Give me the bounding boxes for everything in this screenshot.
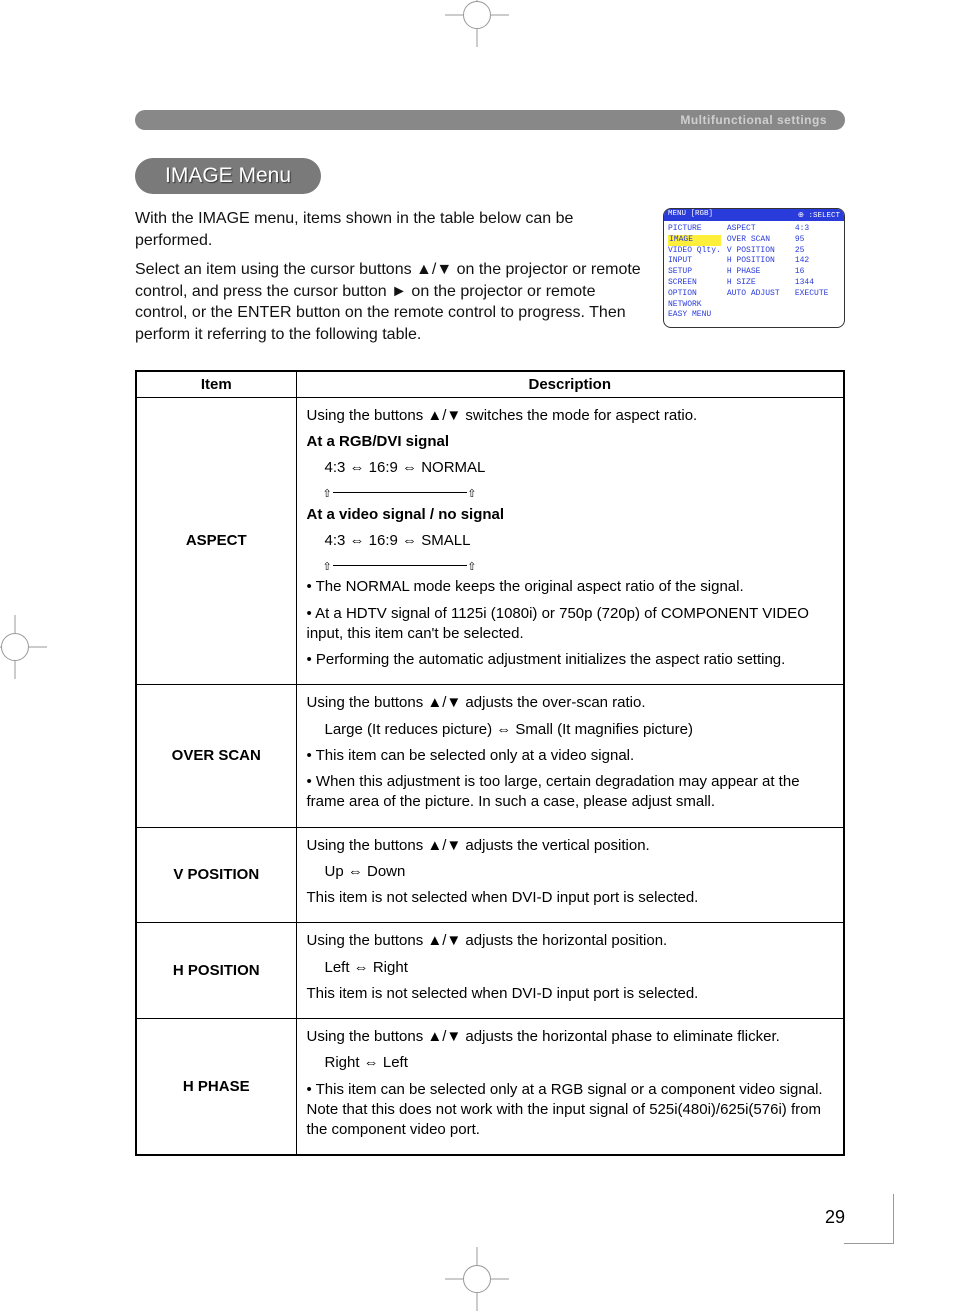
osd-right-row: AUTO ADJUSTEXECUTE	[727, 289, 829, 300]
desc-line: Large (It reduces picture) ⇔ Small (It m…	[307, 720, 834, 740]
desc-cell: Using the buttons ▲/▼ adjusts the over-s…	[296, 685, 844, 827]
desc-line: 4:3 ⇔ 16:9 ⇔ SMALL	[307, 531, 834, 551]
crop-corner	[844, 1194, 894, 1244]
osd-left-item: EASY MENU	[668, 310, 721, 321]
osd-right-value: EXECUTE	[795, 289, 829, 300]
intro-p1: With the IMAGE menu, items shown in the …	[135, 208, 647, 251]
crop-mark-top	[457, 0, 497, 35]
th-desc: Description	[296, 371, 844, 398]
desc-line: • This item can be selected only at a RG…	[307, 1080, 834, 1141]
desc-line: This item is not selected when DVI-D inp…	[307, 984, 834, 1004]
osd-right-column: ASPECT4:3OVER SCAN95V POSITION25H POSITI…	[727, 224, 829, 321]
intro-row: With the IMAGE menu, items shown in the …	[135, 208, 845, 354]
osd-header-left: MENU [RGB]	[668, 210, 713, 220]
loop-line: ⇧⇧	[325, 488, 475, 498]
page-number: 29	[825, 1207, 845, 1228]
osd-left-item: PICTURE	[668, 224, 721, 235]
desc-line: Right ⇔ Left	[307, 1053, 834, 1073]
osd-right-row: V POSITION25	[727, 246, 829, 257]
osd-left-item: IMAGE	[668, 235, 721, 246]
item-cell: OVER SCAN	[136, 685, 296, 827]
desc-cell: Using the buttons ▲/▼ adjusts the horizo…	[296, 923, 844, 1019]
osd-left-column: PICTUREIMAGEVIDEO Qlty.INPUTSETUPSCREENO…	[668, 224, 721, 321]
osd-right-value: 16	[795, 267, 805, 278]
table-row: H PHASE Using the buttons ▲/▼ adjusts the…	[136, 1019, 844, 1156]
osd-right-row: H SIZE1344	[727, 278, 829, 289]
osd-right-row: H POSITION142	[727, 256, 829, 267]
desc-line: • Performing the automatic adjustment in…	[307, 650, 834, 670]
th-item: Item	[136, 371, 296, 398]
osd-preview: MENU [RGB] ⊕ :SELECT PICTUREIMAGEVIDEO Q…	[663, 208, 845, 328]
osd-right-label: H POSITION	[727, 256, 795, 267]
osd-right-value: 1344	[795, 278, 814, 289]
table-row: H POSITION Using the buttons ▲/▼ adjusts …	[136, 923, 844, 1019]
section-label: Multifunctional settings	[680, 113, 827, 127]
osd-right-value: 4:3	[795, 224, 809, 235]
osd-right-label: V POSITION	[727, 246, 795, 257]
desc-line: Using the buttons ▲/▼ switches the mode …	[307, 406, 834, 426]
desc-line: • When this adjustment is too large, cer…	[307, 772, 834, 813]
osd-left-item: SETUP	[668, 267, 721, 278]
osd-right-value: 25	[795, 246, 805, 257]
desc-line: Using the buttons ▲/▼ adjusts the vertic…	[307, 836, 834, 856]
desc-cell: Using the buttons ▲/▼ switches the mode …	[296, 397, 844, 685]
menu-title: IMAGE Menu	[165, 164, 291, 187]
desc-line: At a video signal / no signal	[307, 505, 834, 525]
desc-line: Up ⇔ Down	[307, 862, 834, 882]
osd-right-label: OVER SCAN	[727, 235, 795, 246]
item-cell: ASPECT	[136, 397, 296, 685]
osd-right-row: ASPECT4:3	[727, 224, 829, 235]
osd-right-label: AUTO ADJUST	[727, 289, 795, 300]
desc-line: Using the buttons ▲/▼ adjusts the over-s…	[307, 693, 834, 713]
osd-header: MENU [RGB] ⊕ :SELECT	[664, 209, 844, 221]
desc-line: Using the buttons ▲/▼ adjusts the horizo…	[307, 1027, 834, 1047]
desc-line: • This item can be selected only at a vi…	[307, 746, 834, 766]
crop-mark-left	[0, 627, 35, 667]
desc-cell: Using the buttons ▲/▼ adjusts the vertic…	[296, 827, 844, 923]
loop-line: ⇧⇧	[325, 561, 475, 571]
crop-mark-bottom	[457, 1259, 497, 1299]
page-content: Multifunctional settings IMAGE Menu With…	[135, 110, 845, 1156]
osd-right-row: OVER SCAN95	[727, 235, 829, 246]
osd-right-row: H PHASE16	[727, 267, 829, 278]
table-body: ASPECT Using the buttons ▲/▼ switches the…	[136, 397, 844, 1155]
table-row: ASPECT Using the buttons ▲/▼ switches the…	[136, 397, 844, 685]
osd-left-item: NETWORK	[668, 300, 721, 311]
osd-right-label: H SIZE	[727, 278, 795, 289]
item-cell: H PHASE	[136, 1019, 296, 1156]
menu-title-pill: IMAGE Menu	[135, 158, 321, 194]
section-tag: Multifunctional settings	[135, 110, 845, 130]
item-cell: V POSITION	[136, 827, 296, 923]
desc-line: At a RGB/DVI signal	[307, 432, 834, 452]
osd-left-item: SCREEN	[668, 278, 721, 289]
osd-left-item: OPTION	[668, 289, 721, 300]
desc-line: • At a HDTV signal of 1125i (1080i) or 7…	[307, 604, 834, 645]
item-cell: H POSITION	[136, 923, 296, 1019]
intro-p2: Select an item using the cursor buttons …	[135, 259, 647, 345]
desc-cell: Using the buttons ▲/▼ adjusts the horizo…	[296, 1019, 844, 1156]
osd-left-item: VIDEO Qlty.	[668, 246, 721, 257]
osd-body: PICTUREIMAGEVIDEO Qlty.INPUTSETUPSCREENO…	[664, 221, 844, 327]
table-row: OVER SCAN Using the buttons ▲/▼ adjusts t…	[136, 685, 844, 827]
osd-left-item: INPUT	[668, 256, 721, 267]
osd-right-label: H PHASE	[727, 267, 795, 278]
intro-text: With the IMAGE menu, items shown in the …	[135, 208, 647, 354]
desc-line: 4:3 ⇔ 16:9 ⇔ NORMAL	[307, 458, 834, 478]
table-row: V POSITION Using the buttons ▲/▼ adjusts …	[136, 827, 844, 923]
menu-table: Item Description ASPECT Using the buttons…	[135, 370, 845, 1157]
desc-line: Using the buttons ▲/▼ adjusts the horizo…	[307, 931, 834, 951]
osd-right-value: 95	[795, 235, 805, 246]
osd-header-right: ⊕ :SELECT	[798, 210, 840, 220]
desc-line: • The NORMAL mode keeps the original asp…	[307, 577, 834, 597]
desc-line: This item is not selected when DVI-D inp…	[307, 888, 834, 908]
desc-line: Left ⇔ Right	[307, 958, 834, 978]
osd-right-label: ASPECT	[727, 224, 795, 235]
osd-right-value: 142	[795, 256, 809, 267]
